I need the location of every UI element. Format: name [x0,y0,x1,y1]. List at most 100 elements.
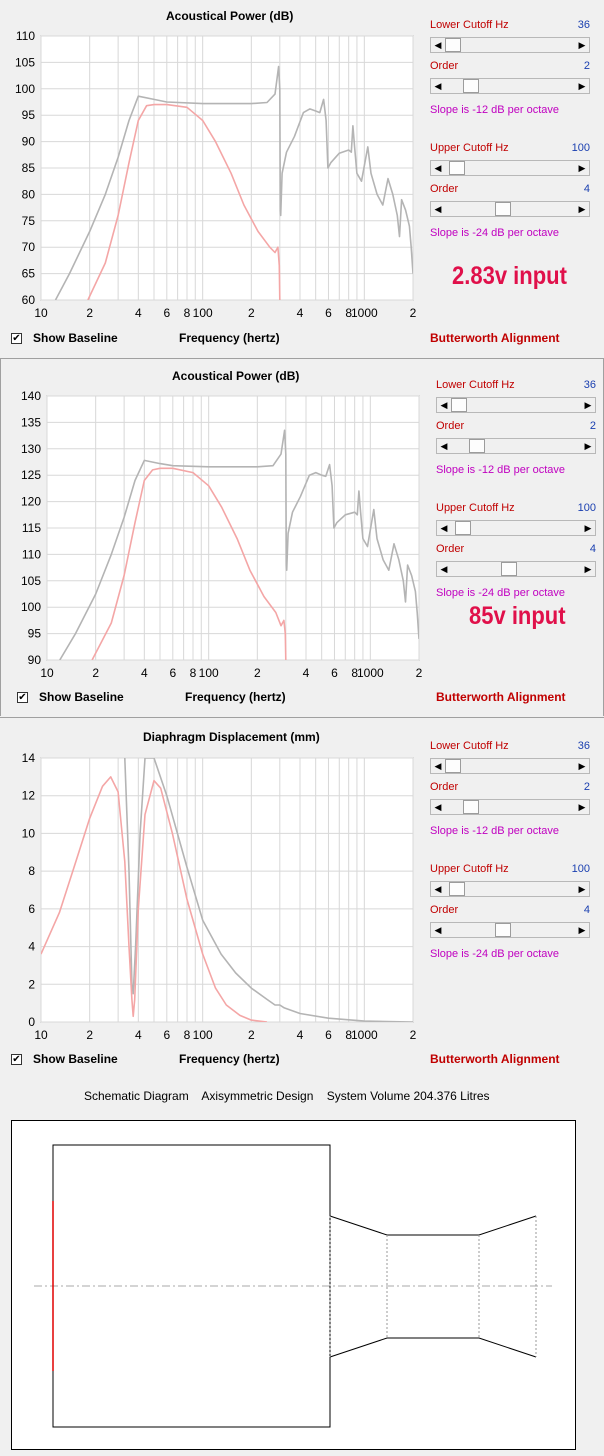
upper-cutoff-label: Upper Cutoff Hz [430,863,509,875]
series-baseline-curve [59,429,419,660]
show-baseline-label[interactable]: Show Baseline [33,331,118,345]
y-tick-label: 8 [28,864,35,878]
scroll-left-icon[interactable]: ◀ [434,163,442,173]
scroll-left-icon[interactable]: ◀ [434,802,442,812]
slider-thumb[interactable] [463,79,479,93]
scroll-left-icon[interactable]: ◀ [440,523,448,533]
input-voltage-note: 85v input [469,602,566,630]
chart-title: Acoustical Power (dB) [166,9,294,23]
upper-order-slider[interactable]: ◀ ▶ [436,561,596,577]
y-tick-label: 90 [22,135,36,149]
scroll-right-icon[interactable]: ▶ [578,163,586,173]
lower-slope-text: Slope is -12 dB per octave [430,825,560,837]
scroll-right-icon[interactable]: ▶ [578,802,586,812]
scroll-left-icon[interactable]: ◀ [434,884,442,894]
alignment-label: Butterworth Alignment [436,690,566,704]
y-tick-label: 60 [22,293,36,307]
scroll-left-icon[interactable]: ◀ [434,204,442,214]
scroll-right-icon[interactable]: ▶ [578,925,586,935]
lower-order-slider[interactable]: ◀ ▶ [430,799,590,815]
slider-thumb[interactable] [469,439,485,453]
show-baseline-checkbox[interactable]: ✔ [11,1054,22,1065]
upper-order-slider[interactable]: ◀ ▶ [430,201,590,217]
lower-cutoff-slider[interactable]: ◀ ▶ [430,37,590,53]
series-filtered-curve [91,467,287,660]
scroll-right-icon[interactable]: ▶ [578,81,586,91]
slider-thumb[interactable] [451,398,467,412]
upper-order-slider[interactable]: ◀ ▶ [430,922,590,938]
y-tick-label: 75 [22,214,36,228]
alignment-label: Butterworth Alignment [430,331,560,345]
upper-order-value: 4 [589,543,596,555]
upper-order-value: 4 [583,904,590,916]
scroll-left-icon[interactable]: ◀ [440,564,448,574]
scroll-right-icon[interactable]: ▶ [584,564,592,574]
y-tick-label: 6 [28,902,35,916]
upper-cutoff-value: 100 [577,502,596,514]
x-tick-label: 2 [86,306,93,320]
panel-acoustical-power-1: Acoustical Power (dB) 60 65 70 75 80 85 90 95 10… [0,0,604,358]
y-tick-label: 90 [28,653,42,667]
upper-cutoff-slider[interactable]: ◀ ▶ [436,520,596,536]
y-tick-label: 0 [28,1015,35,1029]
x-tick-label: 100 [193,1028,213,1042]
upper-slope-text: Slope is -24 dB per octave [430,227,560,239]
y-tick-label: 110 [22,547,41,561]
scroll-left-icon[interactable]: ◀ [434,761,442,771]
y-tick-label: 95 [28,627,42,641]
upper-cutoff-slider[interactable]: ◀ ▶ [430,881,590,897]
lower-cutoff-slider[interactable]: ◀ ▶ [430,758,590,774]
series-filtered-curve [87,103,281,300]
lower-order-slider[interactable]: ◀ ▶ [436,438,596,454]
scroll-left-icon[interactable]: ◀ [440,441,448,451]
x-tick-label: 6 [325,306,332,320]
scroll-right-icon[interactable]: ▶ [578,761,586,771]
slider-thumb[interactable] [445,38,461,52]
x-tick-label: 2 [92,666,99,680]
schematic-title-part: System Volume 204.376 Litres [326,1089,490,1103]
x-tick-label: 100 [199,666,219,680]
slider-thumb[interactable] [501,562,517,576]
lower-order-value: 2 [583,781,590,793]
lower-slope-text: Slope is -12 dB per octave [436,464,566,476]
x-tick-label: 4 [135,306,142,320]
show-baseline-label[interactable]: Show Baseline [33,1052,118,1066]
x-tick-label: 8 [184,306,191,320]
schematic-title: Schematic Diagram Axisymmetric Design Sy… [84,1089,500,1103]
slider-thumb[interactable] [495,202,511,216]
scroll-left-icon[interactable]: ◀ [440,400,448,410]
scroll-right-icon[interactable]: ▶ [584,441,592,451]
slider-thumb[interactable] [495,923,511,937]
scroll-right-icon[interactable]: ▶ [584,400,592,410]
x-tick-label: 6 [331,666,338,680]
show-baseline-checkbox[interactable]: ✔ [11,333,22,344]
y-tick-label: 65 [22,267,36,281]
scroll-left-icon[interactable]: ◀ [434,925,442,935]
lower-order-value: 2 [583,60,590,72]
scroll-right-icon[interactable]: ▶ [578,884,586,894]
x-tick-label: 6 [169,666,176,680]
lower-cutoff-slider[interactable]: ◀ ▶ [436,397,596,413]
slider-thumb[interactable] [449,882,465,896]
upper-cutoff-slider[interactable]: ◀ ▶ [430,160,590,176]
scroll-right-icon[interactable]: ▶ [584,523,592,533]
slider-thumb[interactable] [449,161,465,175]
scroll-left-icon[interactable]: ◀ [434,81,442,91]
slider-thumb[interactable] [445,759,461,773]
scroll-right-icon[interactable]: ▶ [578,40,586,50]
show-baseline-label[interactable]: Show Baseline [39,690,124,704]
y-tick-label: 105 [21,574,41,588]
lower-order-value: 2 [589,420,596,432]
y-tick-label: 85 [22,161,36,175]
schematic-drawing [34,1144,552,1428]
slider-thumb[interactable] [463,800,479,814]
slider-thumb[interactable] [455,521,471,535]
y-tick-label: 14 [22,751,36,765]
scroll-right-icon[interactable]: ▶ [578,204,586,214]
show-baseline-checkbox[interactable]: ✔ [17,692,28,703]
x-axis-label: Frequency (hertz) [179,331,280,345]
scroll-left-icon[interactable]: ◀ [434,40,442,50]
lower-cutoff-value: 36 [583,379,596,391]
y-tick-label: 4 [28,940,35,954]
lower-order-slider[interactable]: ◀ ▶ [430,78,590,94]
